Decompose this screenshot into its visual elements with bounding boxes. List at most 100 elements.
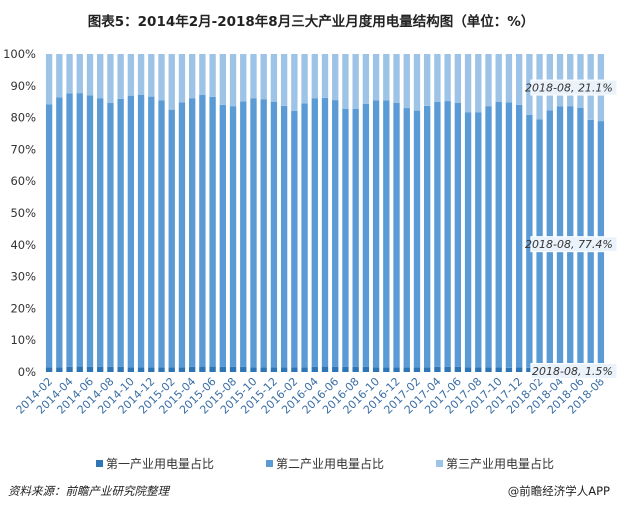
bar-segment-series-3 bbox=[127, 54, 135, 96]
bar-segment-series-2 bbox=[372, 100, 380, 368]
legend-item-secondary: 第二产业用电量占比 bbox=[266, 455, 384, 472]
brand-credit: @前瞻经济学人APP bbox=[507, 484, 610, 498]
bar-segment-series-3 bbox=[301, 54, 308, 104]
bar-segment-series-3 bbox=[383, 54, 390, 101]
bar-segment-series-3 bbox=[342, 54, 349, 109]
bar-segment-series-1 bbox=[178, 367, 186, 372]
bar-segment-series-1 bbox=[515, 367, 523, 372]
bar-segment-series-2 bbox=[229, 106, 237, 367]
bar-segment-series-2 bbox=[199, 95, 206, 367]
bar-segment-series-3 bbox=[434, 54, 441, 102]
bar-segment-series-3 bbox=[148, 54, 155, 97]
bar-segment-series-3 bbox=[321, 54, 329, 98]
bar-segment-series-2 bbox=[485, 106, 492, 368]
bar-segment-series-3 bbox=[66, 54, 73, 94]
y-tick-label: 10% bbox=[10, 333, 36, 347]
bar-segment-series-1 bbox=[250, 367, 257, 372]
bar-segment-series-2 bbox=[240, 101, 247, 367]
y-tick-label: 50% bbox=[10, 206, 36, 220]
bar-segment-series-2 bbox=[158, 100, 165, 368]
y-tick-label: 90% bbox=[10, 79, 36, 93]
bar-segment-series-3 bbox=[495, 54, 502, 103]
bar-segment-series-1 bbox=[362, 366, 370, 372]
bar-segment-series-3 bbox=[270, 54, 278, 102]
bar-segment-series-2 bbox=[444, 101, 451, 367]
bar-segment-series-3 bbox=[413, 54, 421, 111]
bar-segment-series-3 bbox=[332, 54, 339, 101]
bar-segment-series-3 bbox=[515, 54, 523, 105]
bar-segment-series-2 bbox=[178, 102, 186, 368]
bar-segment-series-2 bbox=[403, 108, 410, 368]
bar-segment-series-2 bbox=[515, 104, 523, 368]
bar-segment-series-1 bbox=[97, 366, 104, 372]
bar-segment-series-2 bbox=[383, 100, 390, 368]
bar-segment-series-1 bbox=[495, 367, 502, 372]
bar-segment-series-2 bbox=[475, 112, 482, 368]
bar-segment-series-2 bbox=[250, 98, 257, 368]
bar-segment-series-1 bbox=[280, 367, 288, 372]
bar-segment-series-1 bbox=[485, 367, 492, 372]
bar-segment-series-1 bbox=[76, 366, 83, 372]
bar-segment-series-1 bbox=[505, 367, 513, 372]
data-label: 2018-08, 1.5% bbox=[532, 365, 613, 378]
bar-segment-series-3 bbox=[189, 54, 196, 99]
bar-segment-series-3 bbox=[464, 54, 472, 113]
bar-segment-series-1 bbox=[321, 366, 329, 372]
bar-segment-series-1 bbox=[311, 366, 318, 372]
bar-segment-series-2 bbox=[321, 97, 329, 367]
y-tick-label: 20% bbox=[10, 301, 36, 315]
bar-segment-series-2 bbox=[393, 102, 400, 368]
bar-segment-series-1 bbox=[434, 366, 441, 372]
bar-segment-series-2 bbox=[464, 112, 472, 368]
y-tick-label: 100% bbox=[3, 47, 36, 61]
bar-segment-series-2 bbox=[301, 103, 308, 368]
bar-segment-series-2 bbox=[66, 93, 73, 367]
bar-segment-series-3 bbox=[526, 54, 533, 115]
bar-segment-series-3 bbox=[219, 54, 226, 105]
bar-segment-series-3 bbox=[260, 54, 267, 100]
bar-segment-series-2 bbox=[280, 105, 288, 368]
bar-segment-series-3 bbox=[505, 54, 513, 103]
bar-segment-series-2 bbox=[117, 98, 124, 367]
legend-swatch-primary bbox=[96, 460, 103, 467]
bar-segment-series-1 bbox=[127, 367, 135, 372]
bar-segment-series-3 bbox=[137, 54, 145, 95]
bar-segment-series-1 bbox=[270, 367, 278, 372]
y-tick-label: 40% bbox=[10, 238, 36, 252]
bar-segment-series-2 bbox=[332, 100, 339, 367]
bar-segment-series-2 bbox=[56, 97, 63, 368]
data-label-box bbox=[530, 79, 618, 96]
bar-segment-series-3 bbox=[250, 54, 257, 99]
y-tick-label: 80% bbox=[10, 111, 36, 125]
bar-segment-series-2 bbox=[270, 101, 278, 368]
bar-segment-series-2 bbox=[526, 114, 533, 368]
bar-segment-series-2 bbox=[291, 110, 298, 368]
legend-label-primary: 第一产业用电量占比 bbox=[106, 457, 215, 471]
chart-title: 图表5：2014年2月-2018年8月三大产业月度用电量结构图（单位：%） bbox=[87, 14, 535, 30]
bar-segment-series-3 bbox=[372, 54, 380, 101]
bar-segment-series-1 bbox=[45, 367, 53, 372]
bar-segment-series-2 bbox=[137, 94, 145, 368]
y-tick-label: 60% bbox=[10, 174, 36, 188]
bar-segment-series-3 bbox=[45, 54, 53, 105]
bar-segment-series-3 bbox=[199, 54, 206, 96]
bar-segment-series-1 bbox=[86, 366, 94, 372]
y-tick-label: 70% bbox=[10, 142, 36, 156]
bar-segment-series-3 bbox=[97, 54, 104, 99]
bar-segment-series-1 bbox=[107, 366, 114, 372]
legend-item-primary: 第一产业用电量占比 bbox=[96, 455, 214, 472]
data-label: 2018-08, 77.4% bbox=[525, 238, 613, 251]
bar-segment-series-2 bbox=[219, 104, 226, 367]
bar-segment-series-1 bbox=[475, 367, 482, 372]
bar-segment-series-2 bbox=[107, 102, 114, 367]
bar-segment-series-2 bbox=[76, 93, 83, 367]
bar-segment-series-2 bbox=[352, 109, 359, 367]
source-note: 资料来源：前瞻产业研究院整理 bbox=[8, 484, 169, 498]
bar-segment-series-2 bbox=[260, 99, 267, 368]
bar-segment-series-1 bbox=[393, 367, 400, 372]
bar-segment-series-1 bbox=[352, 366, 359, 372]
bar-segment-series-1 bbox=[56, 367, 63, 372]
bar-segment-series-3 bbox=[393, 54, 400, 103]
y-tick-label: 30% bbox=[10, 270, 36, 284]
